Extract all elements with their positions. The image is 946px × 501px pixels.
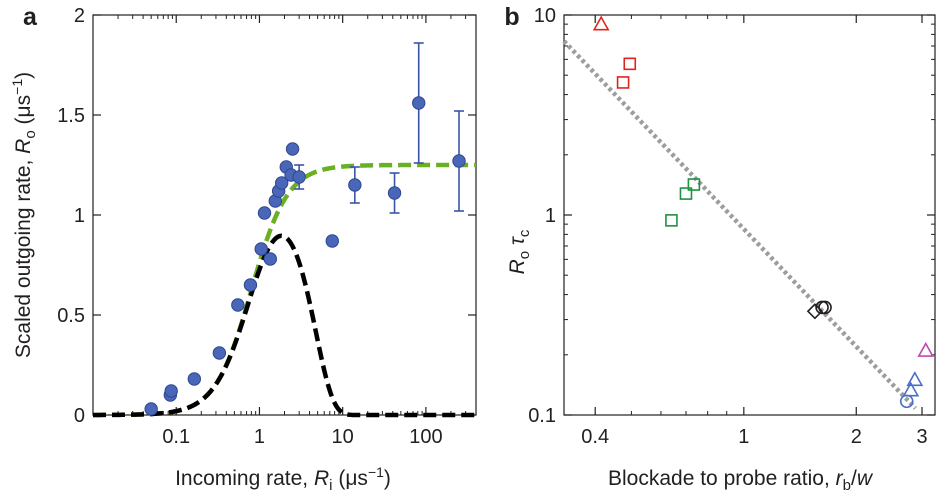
panel-b-x-axis-label: Blockade to probe ratio, rb/w bbox=[608, 467, 874, 494]
panel-a-data-point bbox=[274, 176, 289, 190]
panel-b-circle-marker bbox=[899, 394, 914, 409]
panel-a-data-point bbox=[412, 96, 426, 110]
panel-a-y-tick-label: 1.5 bbox=[57, 105, 85, 127]
panel-a: 0.1 1 10 100 0 0.5 1 1.5 2 a Incoming rate, Ri (… bbox=[9, 3, 477, 494]
panel-a-y-axis-label: Scaled outgoing rate, Ro (μs−1) bbox=[9, 72, 39, 358]
panel-a-y-tick-label: 0.5 bbox=[57, 305, 85, 327]
panel-a-data-point bbox=[387, 186, 402, 200]
panel-a-plot-area: 0.1 1 10 100 0 0.5 1 1.5 2 bbox=[57, 5, 477, 448]
panel-b: 0.4 1 2 3 0.1 1 10 b Blockade to probe ratio, … bbox=[504, 3, 936, 494]
panel-b-triangle-marker bbox=[917, 341, 935, 357]
panel-b-x-tick-label: 1 bbox=[738, 426, 749, 448]
panel-b-x-tick-label: 3 bbox=[916, 426, 927, 448]
panel-b-letter: b bbox=[504, 3, 519, 31]
panel-a-y-tick-label: 2 bbox=[74, 5, 85, 27]
panel-a-data-point bbox=[144, 402, 158, 416]
panel-a-x-tick-label: 1 bbox=[254, 426, 265, 448]
panel-a-data-point bbox=[231, 298, 245, 312]
panel-a-data-point bbox=[164, 384, 178, 398]
panel-b-y-tick-label: 1 bbox=[545, 205, 556, 227]
panel-a-y-tick-label: 1 bbox=[74, 205, 85, 227]
panel-b-x-tick-label: 0.4 bbox=[581, 426, 609, 448]
panel-b-square-marker bbox=[623, 57, 637, 71]
panel-b-circle-marker bbox=[818, 300, 832, 315]
panel-b-square-marker bbox=[687, 178, 701, 191]
panel-a-green-model-curve bbox=[93, 162, 476, 418]
panel-a-data-point bbox=[243, 278, 258, 292]
panel-b-x-tick-label: 2 bbox=[851, 426, 862, 448]
panel-b-y-axis-label: Ro τc bbox=[506, 229, 533, 274]
panel-b-triangle-marker bbox=[902, 381, 920, 397]
panel-a-x-axis-label: Incoming rate, Ri (μs−1) bbox=[175, 464, 391, 494]
panel-b-y-tick-label: 0.1 bbox=[528, 405, 556, 427]
panel-b-square-marker bbox=[665, 214, 678, 227]
panel-a-data-point bbox=[452, 154, 466, 168]
panel-a-black-model-curve bbox=[93, 233, 476, 418]
panel-a-y-tick-label: 0 bbox=[74, 405, 85, 427]
panel-a-data-point bbox=[263, 252, 277, 266]
panel-a-x-tick-label: 100 bbox=[409, 426, 442, 448]
panel-b-y-tick-label: 10 bbox=[534, 5, 556, 27]
panel-a-x-tick-label: 0.1 bbox=[162, 426, 190, 448]
panel-b-triangle-marker bbox=[906, 371, 924, 387]
panel-b-square-marker bbox=[679, 187, 693, 200]
panel-b-square-marker bbox=[616, 76, 630, 89]
panel-a-data-point bbox=[187, 372, 202, 386]
panel-a-data-point bbox=[348, 178, 362, 192]
panel-b-plot-area: 0.4 1 2 3 0.1 1 10 bbox=[528, 5, 936, 448]
panel-a-data-point bbox=[285, 142, 300, 156]
panel-a-data-point bbox=[292, 170, 306, 184]
panel-a-data-point bbox=[212, 346, 227, 360]
panel-b-triangle-marker bbox=[592, 15, 610, 31]
panel-a-data-point bbox=[257, 206, 272, 220]
panel-b-frame bbox=[563, 14, 936, 416]
panel-a-data-point bbox=[325, 234, 339, 248]
panel-a-data-point bbox=[254, 242, 268, 256]
panel-b-fit-line bbox=[562, 39, 918, 410]
panel-a-x-tick-label: 10 bbox=[332, 426, 354, 448]
panel-a-letter: a bbox=[23, 3, 38, 31]
